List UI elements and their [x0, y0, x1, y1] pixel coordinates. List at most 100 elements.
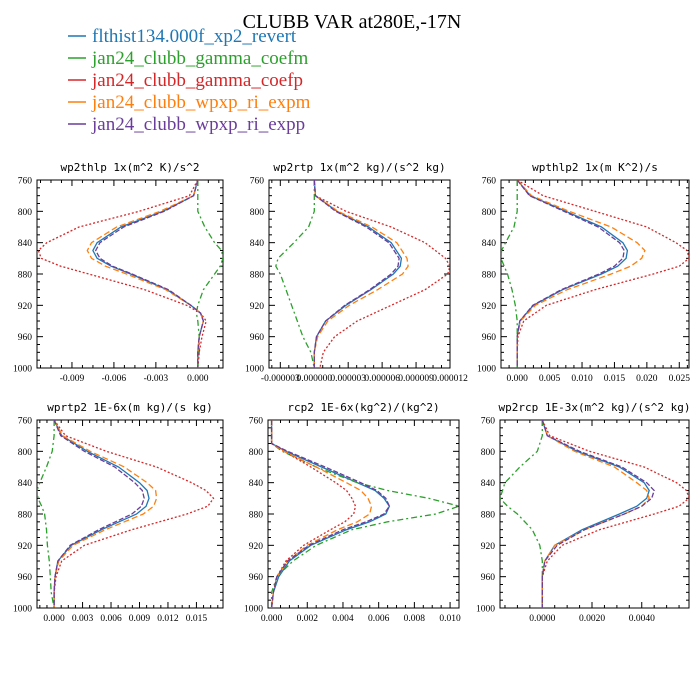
y-tick-label: 1000 — [477, 365, 496, 375]
x-tick-label: 0.000012 — [432, 374, 468, 384]
x-tick-label: 0.000009 — [398, 374, 434, 384]
y-tick-label: 1000 — [13, 365, 32, 375]
y-tick-label: 960 — [481, 573, 496, 583]
panel-title: wp2rtp 1x(m^2 kg)/(s^2 kg) — [273, 161, 445, 174]
legend-label: jan24_clubb_gamma_coefp — [91, 70, 303, 91]
series-line — [541, 420, 650, 608]
series-line — [270, 420, 357, 608]
series-line — [275, 180, 315, 368]
y-tick-label: 1000 — [245, 365, 264, 375]
y-tick-label: 760 — [18, 177, 33, 187]
x-tick-label: 0.025 — [669, 374, 691, 384]
y-tick-label: 1000 — [476, 605, 495, 615]
x-tick-label: 0.015 — [186, 614, 208, 624]
series-line — [516, 180, 646, 368]
y-tick-label: 840 — [18, 239, 33, 249]
y-tick-label: 920 — [249, 542, 264, 552]
x-tick-label: -0.003 — [144, 374, 169, 384]
y-tick-label: 960 — [482, 333, 497, 343]
y-tick-label: 800 — [250, 208, 265, 218]
series-line — [516, 180, 625, 368]
series-line — [53, 420, 150, 608]
plot-frame — [36, 419, 224, 609]
series-line — [86, 180, 205, 368]
chart-panel: wpthlp2 1x(m K^2)/s 760 800 840 880 920 960 100… — [477, 161, 690, 384]
x-tick-label: 0.0020 — [579, 614, 605, 624]
y-tick-label: 920 — [482, 302, 497, 312]
x-tick-label: 0.000 — [507, 374, 529, 384]
y-tick-label: 760 — [18, 417, 33, 427]
x-tick-label: 0.0000 — [529, 614, 555, 624]
x-tick-label: 0.020 — [636, 374, 658, 384]
series-line — [195, 180, 223, 368]
x-tick-label: 0.006 — [100, 614, 122, 624]
x-tick-label: 0.012 — [157, 614, 179, 624]
series-line — [541, 420, 655, 608]
series-line — [270, 420, 459, 608]
panel-title: wp2rcp 1E-3x(m^2 kg)/(s^2 kg) — [498, 401, 690, 414]
plot-frame — [499, 419, 690, 609]
x-tick-label: 0.010 — [571, 374, 593, 384]
x-tick-label: 0.0040 — [629, 614, 655, 624]
y-tick-label: 840 — [482, 239, 497, 249]
y-tick-label: 760 — [250, 177, 265, 187]
x-tick-label: 0.000006 — [364, 374, 400, 384]
series-line — [313, 180, 409, 368]
series-line — [516, 180, 689, 368]
y-tick-label: 840 — [249, 479, 264, 489]
series-line — [94, 180, 205, 368]
y-tick-label: 1000 — [13, 605, 32, 615]
x-tick-label: 0.009 — [129, 614, 151, 624]
y-tick-label: 760 — [482, 177, 497, 187]
legend-entry: jan24_clubb_gamma_coefp — [68, 70, 303, 91]
y-tick-label: 880 — [249, 511, 264, 521]
y-tick-label: 800 — [18, 448, 33, 458]
y-tick-label: 800 — [481, 448, 496, 458]
series-line — [313, 180, 400, 368]
plot-frame — [500, 179, 690, 369]
chart-panel: rcp2 1E-6x(kg^2)/(kg^2) 760 800 840 880 920 96… — [244, 401, 461, 624]
plot-frame — [267, 419, 460, 609]
y-tick-label: 920 — [250, 302, 265, 312]
y-tick-label: 760 — [481, 417, 496, 427]
y-tick-label: 960 — [18, 333, 33, 343]
series-line — [501, 180, 518, 368]
y-tick-label: 840 — [18, 479, 33, 489]
panels-grid: wp2thlp 1x(m^2 K)/s^2 760 800 840 880 920 960 1… — [13, 161, 691, 624]
y-tick-label: 1000 — [244, 605, 263, 615]
y-tick-label: 920 — [18, 302, 33, 312]
x-tick-label: 0.005 — [539, 374, 561, 384]
legend-entry: jan24_clubb_wpxp_ri_expp — [68, 114, 305, 135]
series-line — [270, 420, 391, 608]
x-tick-label: -0.006 — [102, 374, 127, 384]
series-line — [516, 180, 629, 368]
y-tick-label: 880 — [250, 271, 265, 281]
series-line — [270, 420, 373, 608]
y-tick-label: 760 — [249, 417, 264, 427]
chart-panel: wp2rtp 1x(m^2 kg)/(s^2 kg) 760 800 840 880 92… — [245, 161, 468, 384]
y-tick-label: 960 — [18, 573, 33, 583]
figure-title: CLUBB VAR at280E,-17N — [243, 11, 462, 33]
series-line — [270, 420, 391, 608]
plot-frame — [268, 179, 451, 369]
series-line — [541, 420, 650, 608]
chart-panel: wp2rcp 1E-3x(m^2 kg)/(s^2 kg)760 800 840 88… — [476, 401, 691, 624]
x-tick-label: 0.004 — [332, 614, 354, 624]
chart-panel: wprtp2 1E-6x(m kg)/(s kg) 760 800 840 880 920… — [13, 401, 224, 624]
y-tick-label: 960 — [249, 573, 264, 583]
x-tick-label: 0.000 — [43, 614, 65, 624]
y-tick-label: 880 — [18, 511, 33, 521]
legend-entry: jan24_clubb_wpxp_ri_expm — [68, 92, 311, 113]
y-tick-label: 880 — [481, 511, 496, 521]
y-tick-label: 800 — [18, 208, 33, 218]
series-line — [53, 420, 215, 608]
x-tick-label: 0.003 — [72, 614, 94, 624]
x-tick-label: 0.000 — [261, 614, 283, 624]
y-tick-label: 960 — [250, 333, 265, 343]
x-tick-label: 0.002 — [297, 614, 319, 624]
legend-label: jan24_clubb_wpxp_ri_expm — [91, 92, 311, 113]
x-tick-label: 0.000000 — [296, 374, 332, 384]
x-tick-label: 0.006 — [368, 614, 390, 624]
panel-title: wprtp2 1E-6x(m kg)/(s kg) — [47, 401, 213, 414]
